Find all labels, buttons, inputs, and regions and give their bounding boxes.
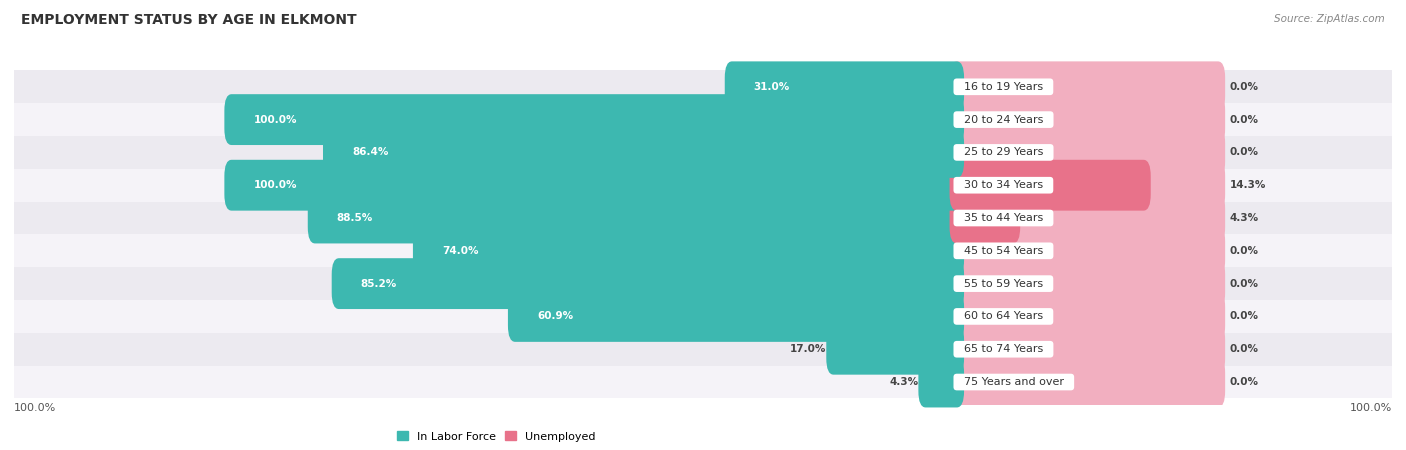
- FancyBboxPatch shape: [949, 225, 1225, 276]
- Text: 60.9%: 60.9%: [537, 311, 574, 321]
- FancyBboxPatch shape: [413, 225, 965, 276]
- Text: 0.0%: 0.0%: [1229, 377, 1258, 387]
- Text: 45 to 54 Years: 45 to 54 Years: [957, 246, 1050, 256]
- FancyBboxPatch shape: [14, 300, 1392, 333]
- Text: 65 to 74 Years: 65 to 74 Years: [957, 344, 1050, 354]
- FancyBboxPatch shape: [14, 70, 1392, 103]
- FancyBboxPatch shape: [949, 258, 1225, 309]
- FancyBboxPatch shape: [225, 94, 965, 145]
- Text: 0.0%: 0.0%: [1229, 115, 1258, 125]
- Text: 30 to 34 Years: 30 to 34 Years: [957, 180, 1050, 190]
- Text: 100.0%: 100.0%: [1350, 403, 1392, 414]
- FancyBboxPatch shape: [724, 61, 965, 112]
- Text: 86.4%: 86.4%: [352, 148, 388, 157]
- Text: EMPLOYMENT STATUS BY AGE IN ELKMONT: EMPLOYMENT STATUS BY AGE IN ELKMONT: [21, 14, 357, 27]
- Text: 88.5%: 88.5%: [337, 213, 373, 223]
- FancyBboxPatch shape: [14, 366, 1392, 398]
- Text: 85.2%: 85.2%: [361, 279, 396, 288]
- Text: 100.0%: 100.0%: [253, 115, 297, 125]
- FancyBboxPatch shape: [14, 267, 1392, 300]
- FancyBboxPatch shape: [14, 234, 1392, 267]
- Text: 35 to 44 Years: 35 to 44 Years: [957, 213, 1050, 223]
- FancyBboxPatch shape: [332, 258, 965, 309]
- Text: 25 to 29 Years: 25 to 29 Years: [957, 148, 1050, 157]
- Text: 100.0%: 100.0%: [14, 403, 56, 414]
- Text: 0.0%: 0.0%: [1229, 246, 1258, 256]
- Text: 17.0%: 17.0%: [790, 344, 827, 354]
- FancyBboxPatch shape: [949, 324, 1225, 375]
- Text: 100.0%: 100.0%: [253, 180, 297, 190]
- Text: 0.0%: 0.0%: [1229, 344, 1258, 354]
- FancyBboxPatch shape: [14, 169, 1392, 202]
- Text: 31.0%: 31.0%: [754, 82, 790, 92]
- Text: 14.3%: 14.3%: [1229, 180, 1265, 190]
- Text: 0.0%: 0.0%: [1229, 148, 1258, 157]
- Text: 16 to 19 Years: 16 to 19 Years: [957, 82, 1050, 92]
- FancyBboxPatch shape: [508, 291, 965, 342]
- Text: 4.3%: 4.3%: [889, 377, 918, 387]
- Text: 60 to 64 Years: 60 to 64 Years: [957, 311, 1050, 321]
- FancyBboxPatch shape: [14, 333, 1392, 366]
- Legend: In Labor Force, Unemployed: In Labor Force, Unemployed: [396, 431, 596, 441]
- FancyBboxPatch shape: [323, 127, 965, 178]
- Text: 0.0%: 0.0%: [1229, 311, 1258, 321]
- Text: 0.0%: 0.0%: [1229, 279, 1258, 288]
- FancyBboxPatch shape: [14, 202, 1392, 234]
- FancyBboxPatch shape: [949, 94, 1225, 145]
- FancyBboxPatch shape: [14, 136, 1392, 169]
- FancyBboxPatch shape: [225, 160, 965, 211]
- FancyBboxPatch shape: [918, 356, 965, 407]
- FancyBboxPatch shape: [949, 193, 1225, 243]
- FancyBboxPatch shape: [14, 103, 1392, 136]
- Text: Source: ZipAtlas.com: Source: ZipAtlas.com: [1274, 14, 1385, 23]
- FancyBboxPatch shape: [949, 160, 1150, 211]
- Text: 74.0%: 74.0%: [441, 246, 478, 256]
- FancyBboxPatch shape: [949, 193, 1021, 243]
- Text: 4.3%: 4.3%: [1229, 213, 1258, 223]
- Text: 55 to 59 Years: 55 to 59 Years: [957, 279, 1050, 288]
- FancyBboxPatch shape: [949, 160, 1225, 211]
- FancyBboxPatch shape: [949, 291, 1225, 342]
- Text: 75 Years and over: 75 Years and over: [957, 377, 1071, 387]
- Text: 20 to 24 Years: 20 to 24 Years: [957, 115, 1050, 125]
- FancyBboxPatch shape: [949, 61, 1225, 112]
- FancyBboxPatch shape: [827, 324, 965, 375]
- FancyBboxPatch shape: [949, 356, 1225, 407]
- FancyBboxPatch shape: [949, 127, 1225, 178]
- Text: 0.0%: 0.0%: [1229, 82, 1258, 92]
- FancyBboxPatch shape: [308, 193, 965, 243]
